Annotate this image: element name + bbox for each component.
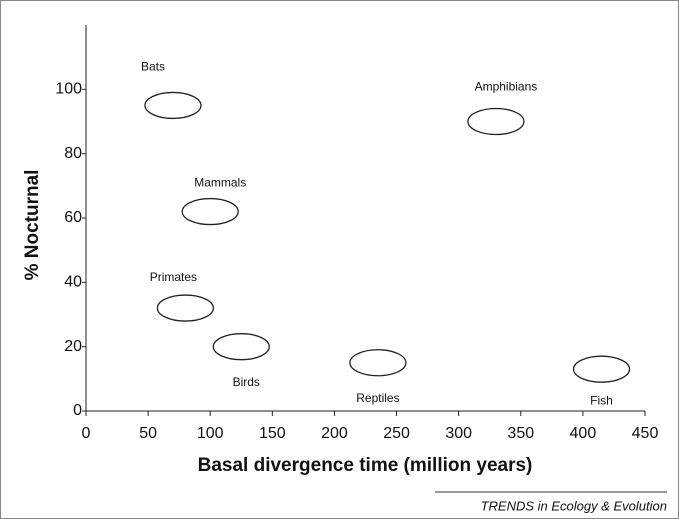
y-tick-label: 100 <box>55 81 82 98</box>
point-label: Reptiles <box>356 391 399 405</box>
animal-marker <box>156 294 215 322</box>
x-tick-label: 0 <box>82 425 91 442</box>
x-tick-label: 350 <box>507 425 534 442</box>
x-tick-label: 150 <box>259 425 286 442</box>
point-label: Bats <box>141 60 165 74</box>
x-tick-label: 50 <box>139 425 157 442</box>
x-tick-label: 300 <box>445 425 472 442</box>
source: TRENDS in Ecology & Evolution <box>481 498 667 513</box>
y-tick-label: 60 <box>64 209 82 226</box>
point-label: Amphibians <box>475 80 538 94</box>
y-axis-title: % Nocturnal <box>22 170 43 281</box>
y-tick-label: 20 <box>64 338 82 355</box>
animal-marker <box>144 91 202 120</box>
point-label: Mammals <box>194 176 246 190</box>
y-tick-label: 40 <box>64 274 82 291</box>
x-tick-label: 200 <box>321 425 348 442</box>
animal-marker <box>212 333 270 361</box>
x-axis-title: Basal divergence time (million years) <box>198 455 533 476</box>
y-tick-label: 80 <box>64 145 82 162</box>
x-tick-label: 250 <box>383 425 410 442</box>
animal-marker <box>349 349 407 377</box>
x-tick-label: 400 <box>570 425 597 442</box>
x-tick-label: 100 <box>197 425 224 442</box>
x-tick-label: 450 <box>632 425 659 442</box>
animal-marker <box>181 197 239 226</box>
point-label: Birds <box>233 375 260 389</box>
animal-marker <box>467 107 525 136</box>
y-tick-label: 0 <box>73 402 82 419</box>
animal-marker <box>572 355 631 383</box>
point-label: Fish <box>590 393 613 407</box>
point-label: Primates <box>150 270 197 284</box>
